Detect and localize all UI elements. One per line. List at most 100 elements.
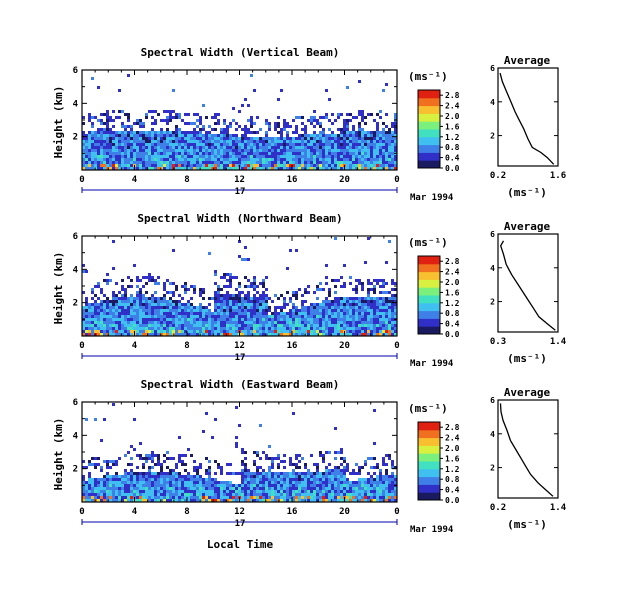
avg-title-eastward: Average	[504, 386, 551, 399]
colorbar-swatch	[418, 492, 440, 501]
profile-y-tick-label: 2	[490, 132, 495, 141]
x-tick-label: 12	[234, 507, 245, 517]
profile-x-tick-label: 0.3	[490, 337, 506, 347]
y-tick-label: 2	[73, 465, 78, 475]
day-label-vertical: 17	[235, 187, 246, 197]
colorbar-swatch	[418, 295, 440, 304]
colorbar-tick-label: 0.8	[445, 309, 460, 318]
colorbar-tick-label: 2.8	[445, 423, 460, 432]
heatmap-panel-vertical: 0 4 8 12 16 20 02460.00.40.81.21.62.02.42.8246…	[73, 64, 566, 193]
y-tick-label: 6	[73, 66, 78, 76]
ylabel-northward: Height (km)	[52, 252, 65, 325]
colorbar-unit-eastward: (ms⁻¹)	[408, 402, 448, 415]
colorbar-tick-label: 2.4	[445, 102, 460, 111]
panel-title-eastward: Spectral Width (Eastward Beam)	[141, 378, 340, 391]
colorbar-swatch	[418, 256, 440, 265]
colorbar-frame	[417, 89, 441, 169]
x-tick-label: 0	[394, 341, 399, 351]
x-tick-label: 16	[287, 507, 298, 517]
panel-title-northward: Spectral Width (Northward Beam)	[137, 212, 342, 225]
colorbar-swatch	[418, 129, 440, 138]
y-tick-label: 4	[73, 99, 79, 109]
colorbar-swatch	[418, 121, 440, 130]
colorbar-tick-label: 0.4	[445, 486, 460, 495]
date-label-vertical: Mar 1994	[410, 193, 454, 203]
x-axis-label: Local Time	[207, 538, 274, 551]
colorbar-tick-label: 0.0	[445, 496, 460, 505]
profile-y-tick-label: 2	[490, 464, 495, 473]
x-tick-label: 20	[339, 175, 350, 185]
profile-line	[499, 240, 556, 331]
avg-unit-eastward: (ms⁻¹)	[507, 518, 547, 531]
colorbar-swatch	[418, 484, 440, 493]
colorbar-swatch	[418, 476, 440, 485]
profile-frame	[497, 399, 559, 499]
y-tick-label: 6	[73, 232, 78, 242]
colorbar-swatch	[418, 144, 440, 153]
profile-line	[499, 72, 555, 165]
profile-y-tick-label: 4	[490, 98, 495, 107]
x-tick-label: 0	[79, 341, 84, 351]
colorbar-unit-vertical: (ms⁻¹)	[408, 70, 448, 83]
x-tick-label: 12	[234, 175, 245, 185]
colorbar-tick-label: 2.8	[445, 91, 460, 100]
profile-y-tick-label: 6	[490, 64, 495, 73]
avg-unit-vertical: (ms⁻¹)	[507, 186, 547, 199]
profile-x-tick-label: 1.6	[550, 171, 566, 181]
colorbar-swatch	[418, 160, 440, 169]
x-tick-label: 8	[184, 175, 189, 185]
colorbar-tick-label: 1.6	[445, 288, 460, 297]
profile-y-tick-label: 6	[490, 230, 495, 239]
colorbar-swatch	[418, 326, 440, 335]
colorbar-tick-label: 0.8	[445, 475, 460, 484]
colorbar-swatch	[418, 113, 440, 122]
profile-y-tick-label: 6	[490, 396, 495, 405]
profile-x-tick-label: 1.4	[550, 337, 567, 347]
x-tick-label: 12	[234, 341, 245, 351]
ylabel-eastward: Height (km)	[52, 418, 65, 491]
colorbar-tick-label: 1.6	[445, 122, 460, 131]
colorbar-frame	[417, 255, 441, 335]
colorbar-tick-label: 0.0	[445, 164, 460, 173]
colorbar-swatch	[418, 437, 440, 446]
y-tick-label: 2	[73, 299, 78, 309]
colorbar-swatch	[418, 105, 440, 114]
day-label-northward: 17	[235, 353, 246, 363]
profile-y-tick-label: 2	[490, 298, 495, 307]
day-label-eastward: 17	[235, 519, 246, 529]
panel-title-vertical: Spectral Width (Vertical Beam)	[141, 46, 340, 59]
x-tick-label: 20	[339, 341, 350, 351]
colorbar-tick-label: 0.4	[445, 154, 460, 163]
average-profile: 2 4 6 0.3 1.4	[490, 230, 567, 347]
date-label-eastward: Mar 1994	[410, 525, 454, 535]
colorbar-tick-label: 2.4	[445, 268, 460, 277]
colorbar-tick-label: 2.8	[445, 257, 460, 266]
colorbar-swatch	[418, 461, 440, 470]
colorbar-swatch	[418, 318, 440, 327]
colorbar-swatch	[418, 287, 440, 296]
profile-line	[499, 403, 554, 497]
colorbar-swatch	[418, 445, 440, 454]
colorbar-tick-label: 0.0	[445, 330, 460, 339]
colorbar-tick-label: 1.2	[445, 465, 460, 474]
y-tick-label: 2	[73, 133, 78, 143]
date-label-northward: Mar 1994	[410, 359, 454, 369]
x-tick-label: 20	[339, 507, 350, 517]
colorbar: 0.00.4 0.81.2 1.62.02.4 2.8	[417, 255, 460, 339]
profile-y-tick-label: 4	[490, 264, 495, 273]
x-tick-label: 0	[79, 175, 84, 185]
colorbar-tick-label: 2.0	[445, 278, 460, 287]
x-tick-label: 0	[79, 507, 84, 517]
avg-title-northward: Average	[504, 220, 551, 233]
profile-frame	[497, 67, 559, 167]
colorbar-swatch	[418, 468, 440, 478]
x-tick-label: 16	[287, 175, 298, 185]
x-tick-label: 0	[394, 175, 399, 185]
colorbar-tick-label: 1.2	[445, 299, 460, 308]
colorbar-tick-label: 2.4	[445, 434, 460, 443]
profile-y-tick-label: 4	[490, 430, 495, 439]
colorbar-tick-label: 1.2	[445, 133, 460, 142]
average-profile: 2 4 6 0.2 1.6	[490, 64, 566, 181]
colorbar-tick-label: 1.6	[445, 454, 460, 463]
